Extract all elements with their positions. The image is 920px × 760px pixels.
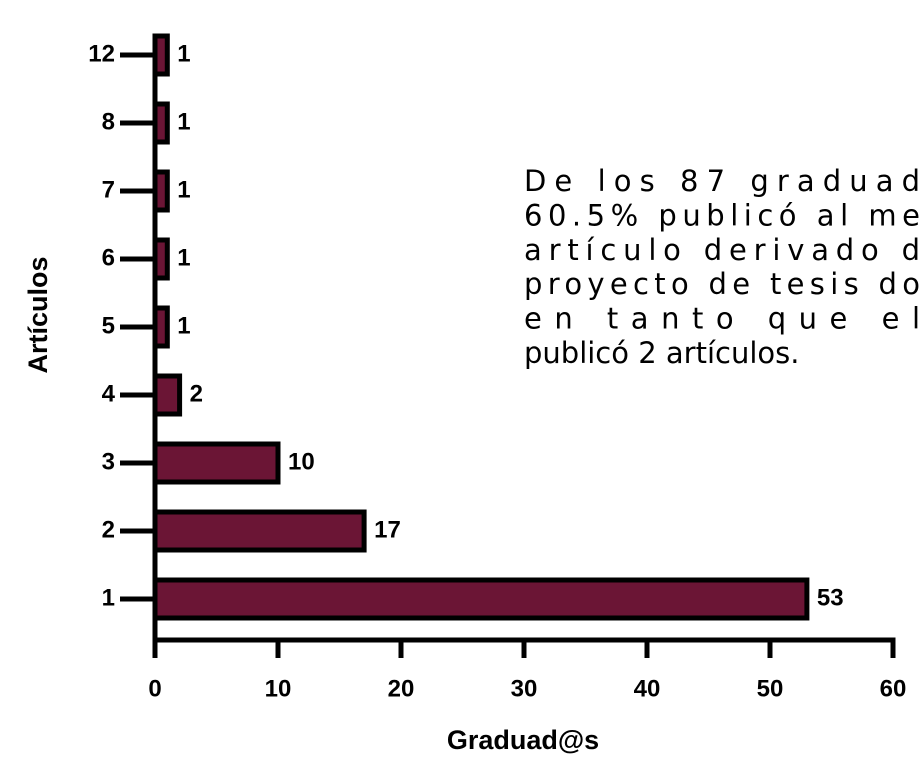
y-tick-label: 2: [102, 516, 115, 543]
x-tick-label: 60: [880, 675, 907, 702]
annotation-line: 60.5% publicó al me: [524, 198, 920, 232]
annotation-line: en tanto que el: [524, 302, 920, 336]
x-axis-title: Graduad@s: [447, 725, 599, 755]
annotation-line: artículo derivado d: [524, 233, 920, 267]
value-label: 17: [374, 516, 401, 543]
y-tick-label: 8: [102, 108, 115, 135]
annotation-line: proyecto de tesis do: [524, 267, 920, 301]
bar: [152, 577, 810, 621]
x-tick-label: 40: [634, 675, 661, 702]
value-label: 2: [190, 380, 203, 407]
y-tick-label: 1: [102, 584, 115, 611]
y-tick-label: 7: [102, 176, 115, 203]
bar: [152, 373, 183, 417]
y-tick-label: 3: [102, 448, 115, 475]
value-label: 1: [177, 244, 190, 271]
y-axis-title: Artículos: [23, 256, 53, 373]
y-tick-label: 12: [88, 40, 115, 67]
bar: [152, 509, 367, 553]
x-tick-label: 10: [265, 675, 292, 702]
value-label: 10: [288, 448, 315, 475]
value-label: 1: [177, 176, 190, 203]
value-label: 1: [177, 40, 190, 67]
y-tick-label: 5: [102, 312, 115, 339]
annotation-line: De los 87 graduad: [524, 164, 920, 198]
x-tick-label: 50: [757, 675, 784, 702]
value-label: 1: [177, 108, 190, 135]
bar: [152, 441, 281, 485]
y-tick-label: 6: [102, 244, 115, 271]
y-tick-label: 4: [102, 380, 116, 407]
annotation-line: publicó 2 artículos.: [524, 336, 799, 370]
value-label: 1: [177, 312, 190, 339]
value-label: 53: [817, 584, 844, 611]
x-tick-label: 0: [148, 675, 161, 702]
x-tick-label: 30: [511, 675, 538, 702]
x-tick-label: 20: [388, 675, 415, 702]
